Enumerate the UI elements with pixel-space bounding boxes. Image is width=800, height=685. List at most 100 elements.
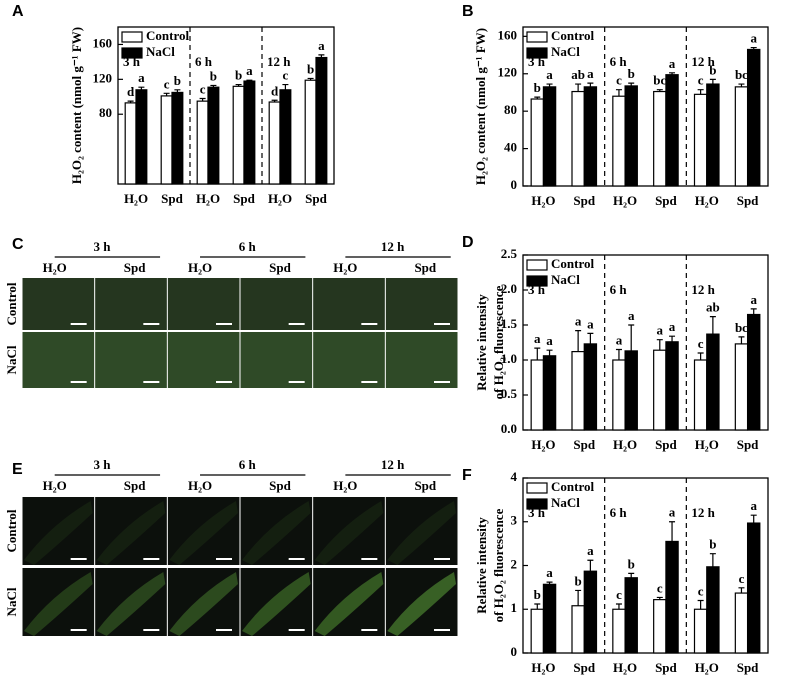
- panel-label: F: [462, 467, 472, 484]
- significance-letter: a: [138, 70, 145, 85]
- treatment-label: H₂O: [43, 260, 67, 275]
- significance-letter: c: [616, 587, 622, 602]
- x-tick-label: H₂O: [613, 437, 637, 452]
- legend-label: NaCl: [551, 272, 580, 287]
- significance-letter: a: [750, 292, 757, 307]
- error-bar: [174, 89, 181, 93]
- micrograph: [167, 332, 240, 388]
- significance-letter: c: [698, 73, 704, 88]
- x-tick-label: H₂O: [196, 191, 220, 206]
- row-label: Control: [4, 282, 19, 325]
- significance-letter: c: [200, 82, 206, 97]
- y-tick-label: 3: [511, 513, 518, 528]
- y-axis-label: Relative intensity: [474, 517, 489, 614]
- y-tick-label: 1: [511, 600, 518, 615]
- time-label: 6 h: [239, 239, 257, 254]
- root-image: [169, 501, 238, 565]
- bar: [530, 98, 545, 187]
- error-bar: [697, 89, 704, 95]
- error-bar: [163, 92, 170, 96]
- error-bar: [271, 99, 278, 103]
- root-image: [314, 501, 384, 565]
- bar: [268, 101, 281, 185]
- treatment-label: H₂O: [333, 478, 357, 493]
- error-bar: [709, 78, 716, 85]
- error-bar: [738, 83, 745, 87]
- bar: [653, 90, 667, 187]
- bar: [135, 89, 148, 185]
- significance-letter: b: [174, 73, 181, 88]
- significance-letter: b: [210, 68, 217, 83]
- legend-swatch: [526, 259, 548, 271]
- root-image: [24, 501, 93, 565]
- x-tick-label: H₂O: [124, 191, 148, 206]
- micrograph: [167, 278, 240, 330]
- significance-letter: ab: [706, 300, 720, 315]
- significance-letter: a: [318, 38, 325, 53]
- error-bar: [199, 97, 206, 102]
- micrograph: [22, 497, 95, 565]
- bar: [583, 343, 598, 431]
- micrograph: [313, 332, 385, 388]
- micrograph: [22, 568, 95, 636]
- error-bar: [587, 82, 594, 87]
- root-image: [242, 501, 311, 565]
- y-tick-label: 2: [511, 556, 518, 571]
- significance-letter: a: [750, 498, 757, 513]
- y-axis-label: H₂O₂ content (nmol g⁻¹ FW): [69, 27, 84, 184]
- error-bar: [138, 86, 145, 90]
- micrograph: [95, 278, 167, 330]
- panel-label: C: [12, 236, 24, 253]
- significance-letter: a: [750, 31, 757, 46]
- bar: [706, 566, 720, 654]
- bar: [243, 80, 256, 185]
- error-bar: [697, 352, 704, 360]
- significance-letter: a: [657, 323, 664, 338]
- micrograph: [95, 568, 167, 636]
- error-bar: [210, 84, 217, 88]
- micrograph: [167, 568, 240, 636]
- x-tick-label: Spd: [161, 191, 183, 206]
- y-tick-label: 0.5: [501, 386, 518, 401]
- legend-label: NaCl: [551, 495, 580, 510]
- x-tick-label: H₂O: [695, 660, 719, 675]
- significance-letter: a: [616, 332, 623, 347]
- plot-frame: [522, 254, 769, 431]
- root-image: [96, 501, 166, 565]
- group-label: 6 h: [610, 54, 628, 69]
- legend-swatch: [121, 31, 143, 43]
- row-label: NaCl: [4, 345, 19, 374]
- significance-letter: a: [669, 505, 676, 520]
- legend-label: NaCl: [551, 44, 580, 59]
- plot-frame: [117, 26, 335, 185]
- error-bar: [615, 603, 622, 610]
- micrograph: [313, 497, 385, 565]
- error-bar: [615, 89, 622, 97]
- group-label: 6 h: [610, 505, 628, 520]
- micrograph: [313, 278, 385, 330]
- error-bar: [750, 308, 757, 315]
- significance-letter: a: [546, 67, 553, 82]
- significance-letter: c: [698, 583, 704, 598]
- micrograph: [385, 278, 458, 330]
- bar: [160, 95, 173, 185]
- x-tick-label: Spd: [655, 193, 677, 208]
- x-tick-label: Spd: [573, 660, 595, 675]
- error-bar: [587, 559, 594, 572]
- y-tick-label: 160: [93, 35, 113, 50]
- error-bar: [127, 100, 134, 103]
- legend-label: Control: [146, 28, 189, 43]
- error-bar: [307, 77, 314, 81]
- error-bar: [282, 83, 289, 90]
- x-tick-label: Spd: [573, 193, 595, 208]
- x-tick-label: Spd: [655, 437, 677, 452]
- bar: [124, 102, 137, 185]
- y-tick-label: 80: [504, 102, 517, 117]
- bar: [196, 100, 209, 185]
- error-bar: [235, 83, 242, 87]
- y-tick-label: 40: [504, 140, 517, 155]
- time-label: 12 h: [381, 457, 405, 472]
- x-tick-label: H₂O: [531, 437, 555, 452]
- x-tick-label: H₂O: [613, 193, 637, 208]
- legend-label: Control: [551, 28, 594, 43]
